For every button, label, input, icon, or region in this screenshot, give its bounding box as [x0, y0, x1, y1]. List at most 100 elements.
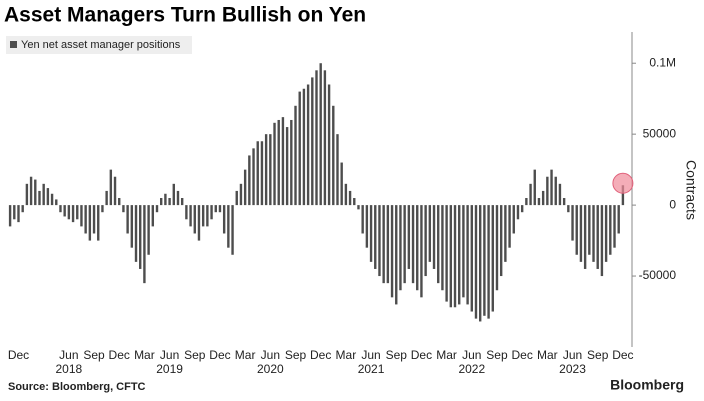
bar [248, 155, 251, 206]
x-tick-label: Dec [612, 348, 633, 362]
bar [512, 205, 515, 234]
chart-title: Asset Managers Turn Bullish on Yen [4, 4, 366, 27]
bar [290, 119, 293, 206]
bar [504, 205, 507, 262]
bar [139, 205, 142, 269]
bar [50, 193, 54, 206]
bar [201, 205, 205, 227]
x-tick-label: Jun [261, 348, 280, 362]
x-tick-label: Sep [285, 348, 307, 362]
y-axis-label: Contracts [683, 160, 699, 220]
bar [533, 169, 536, 206]
bar [118, 198, 121, 206]
bar [105, 190, 108, 206]
bar [311, 77, 314, 206]
bar [562, 198, 566, 206]
x-tick-label: Jun [462, 348, 481, 362]
bar [210, 205, 213, 220]
x-tick-label: Dec [310, 348, 331, 362]
bar [575, 205, 578, 255]
bar [441, 205, 444, 291]
bar [294, 105, 297, 206]
x-tick-label: Jun [361, 348, 380, 362]
x-tick-label: Dec [109, 348, 130, 362]
bar [235, 190, 238, 206]
bar [21, 205, 24, 213]
bar [437, 205, 440, 284]
bar [420, 205, 423, 298]
bar [365, 205, 369, 248]
bar [487, 205, 490, 319]
x-tick-label: Jun [160, 348, 179, 362]
bar [130, 205, 134, 248]
bar [558, 183, 562, 206]
x-tick-label: Dec [209, 348, 230, 362]
legend-swatch [10, 41, 17, 48]
bar [122, 205, 125, 213]
x-tick-label: Dec [511, 348, 532, 362]
bar [621, 185, 625, 206]
bar [617, 205, 620, 234]
bar [113, 176, 117, 206]
bar [269, 134, 272, 206]
bar [495, 205, 499, 291]
bar [600, 205, 604, 277]
bar [604, 205, 608, 262]
bar [579, 205, 583, 262]
bar [449, 205, 453, 308]
year-label: 2022 [458, 362, 485, 376]
bar [348, 190, 352, 206]
bar [432, 205, 436, 269]
bar [541, 190, 545, 206]
bar [567, 205, 570, 213]
bar [306, 84, 310, 206]
bar [378, 205, 381, 277]
bar [42, 183, 45, 206]
bar [218, 205, 222, 213]
bar [38, 190, 41, 206]
bar [71, 205, 75, 223]
bar [155, 205, 159, 213]
bar [252, 148, 255, 206]
year-label: 2021 [358, 362, 385, 376]
bar [453, 205, 457, 308]
bar [336, 134, 339, 206]
bar [508, 205, 511, 248]
bar [478, 205, 482, 322]
bar [281, 117, 285, 206]
bar [323, 70, 327, 206]
bar [416, 205, 419, 291]
y-tick-label: -50000 [639, 268, 677, 282]
bar [332, 105, 335, 206]
y-tick-label: 50000 [643, 126, 677, 140]
bar [227, 205, 230, 248]
bar [353, 198, 356, 206]
bar [491, 205, 494, 312]
bar [59, 205, 62, 213]
legend-label: Yen net asset manager positions [21, 39, 181, 51]
bar [76, 205, 79, 220]
bar [46, 188, 50, 206]
bar [67, 205, 71, 220]
bar [176, 190, 180, 206]
bar [134, 205, 138, 262]
bar [302, 88, 306, 206]
bar [160, 198, 163, 206]
bar [260, 141, 264, 206]
bar [462, 205, 465, 298]
bar [499, 205, 503, 277]
y-tick-label: 0.1M [649, 55, 676, 69]
bar [8, 205, 12, 227]
bar [386, 205, 390, 284]
bar [285, 127, 289, 206]
bar [424, 205, 427, 277]
bar [25, 183, 29, 206]
bar [428, 205, 432, 262]
bar [34, 179, 37, 206]
bar [172, 183, 175, 206]
bar [344, 183, 348, 206]
x-tick-label: Dec [411, 348, 432, 362]
bar [101, 205, 104, 213]
bar [214, 205, 217, 213]
bar [592, 205, 595, 262]
